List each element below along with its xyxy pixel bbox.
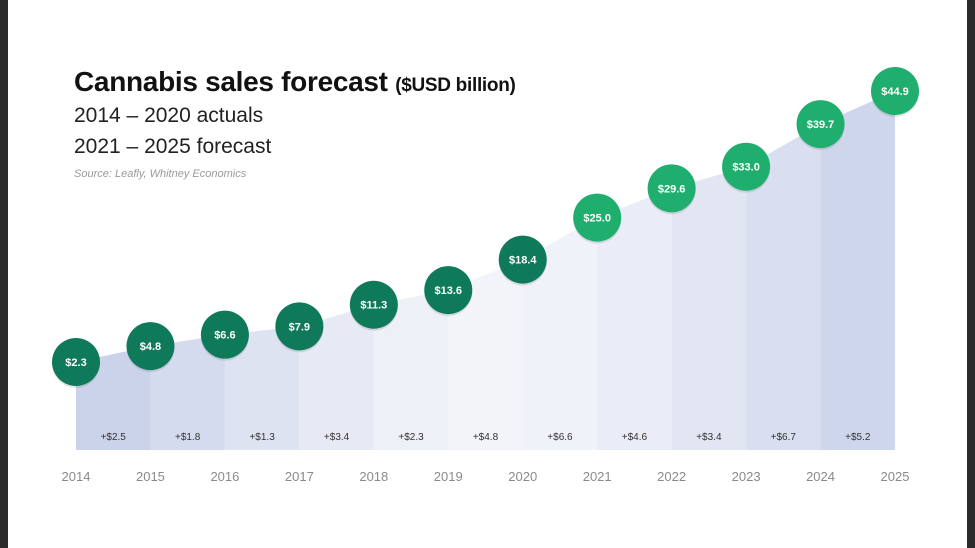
value-label-2017: $7.9 <box>289 321 310 333</box>
value-bubble-2022 <box>647 164 696 213</box>
value-label-2022: $29.6 <box>658 183 686 195</box>
value-bubbles: $2.3 $4.8 $6.6 $7.9 $11.3 $13.6 $18.4 $25.0 $29.… <box>52 67 919 388</box>
area-band-2023 <box>746 124 821 451</box>
value-label-2016: $6.6 <box>214 330 235 342</box>
value-bubble-2020 <box>498 235 547 284</box>
value-label-2014: $2.3 <box>65 357 86 369</box>
value-bubble-2025 <box>871 67 919 115</box>
subtitle-forecast: 2021 – 2025 forecast <box>74 135 272 158</box>
value-label-2019: $13.6 <box>435 285 463 297</box>
x-axis-labels: 2014 2015 2016 2017 2018 2019 2020 2021 2022 2023… <box>62 469 910 484</box>
value-bubble-2019 <box>424 266 473 315</box>
area-bands <box>76 91 895 451</box>
year-label-2019: 2019 <box>434 469 463 484</box>
area-band-2022 <box>671 166 747 450</box>
value-bubble-2014 <box>52 338 100 386</box>
delta-label: +$2.3 <box>398 432 424 443</box>
value-label-2021: $25.0 <box>583 213 611 225</box>
year-label-2025: 2025 <box>881 469 910 484</box>
value-bubble-2023 <box>722 142 771 191</box>
delta-label: +$6.6 <box>547 432 573 443</box>
delta-label: +$1.8 <box>175 432 201 443</box>
year-label-2021: 2021 <box>583 469 612 484</box>
area-band-2019 <box>448 259 523 450</box>
year-label-2017: 2017 <box>285 469 314 484</box>
source-note: Source: Leafly, Whitney Economics <box>74 168 247 180</box>
delta-label: +$4.6 <box>622 432 648 443</box>
delta-label: +$3.4 <box>324 432 350 443</box>
value-label-2023: $33.0 <box>732 162 760 174</box>
delta-label: +$1.3 <box>249 432 275 443</box>
area-band-2018 <box>373 290 449 450</box>
delta-label: +$2.5 <box>101 432 127 443</box>
area-band-2024 <box>820 91 895 450</box>
subtitle-actuals: 2014 – 2020 actuals <box>74 104 264 127</box>
value-bubble-2021 <box>573 193 622 242</box>
area-band-2015 <box>150 334 225 450</box>
delta-label: +$5.2 <box>845 432 871 443</box>
value-label-2015: $4.8 <box>140 341 161 353</box>
year-label-2015: 2015 <box>136 469 165 484</box>
area-band-2021 <box>597 188 672 450</box>
area-band-2016 <box>224 326 300 450</box>
value-label-2024: $39.7 <box>807 119 835 131</box>
area-band-2020 <box>522 217 598 450</box>
delta-label: +$4.8 <box>473 432 499 443</box>
value-bubble-2015 <box>126 322 175 371</box>
year-label-2018: 2018 <box>359 469 388 484</box>
value-label-2025: $44.9 <box>881 86 909 98</box>
value-label-2020: $18.4 <box>509 255 537 267</box>
delta-labels: +$2.5 +$1.8 +$1.3 +$3.4 +$2.3 +$4.8 +$6.6 +$4.6… <box>101 432 871 443</box>
value-bubble-2018 <box>349 280 398 329</box>
delta-label: +$3.4 <box>696 432 722 443</box>
year-label-2014: 2014 <box>62 469 91 484</box>
delta-label: +$6.7 <box>771 432 797 443</box>
year-label-2023: 2023 <box>732 469 761 484</box>
value-bubble-2016 <box>200 310 249 359</box>
title-unit: ($USD billion) <box>395 75 516 96</box>
title-text: Cannabis sales forecast <box>74 66 388 97</box>
value-label-2018: $11.3 <box>360 300 387 312</box>
year-label-2016: 2016 <box>210 469 239 484</box>
frame-edge-left <box>0 0 8 548</box>
frame-edge-right <box>967 0 975 548</box>
year-label-2020: 2020 <box>508 469 537 484</box>
year-label-2024: 2024 <box>806 469 835 484</box>
year-label-2022: 2022 <box>657 469 686 484</box>
value-bubble-2024 <box>796 100 845 149</box>
chart-title: Cannabis sales forecast ($USD billion) <box>74 66 516 98</box>
value-bubble-2017 <box>275 302 324 351</box>
